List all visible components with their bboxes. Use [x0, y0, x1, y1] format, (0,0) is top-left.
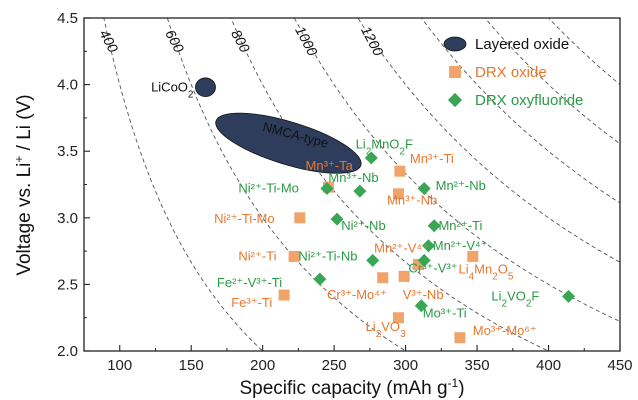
energy-density-line-1200	[357, 18, 620, 263]
legend-marker-drx-oxide	[449, 66, 461, 78]
y-axis-ticks: 2.0 2.5 3.0 3.5 4.0 4.5	[57, 10, 90, 360]
energy-density-line-800	[230, 18, 550, 351]
point-label: Cr³⁺-Mo⁴⁺	[327, 287, 387, 302]
point-label: Ni²⁺-Nb	[341, 218, 385, 233]
drx-oxyfluoride-point	[366, 253, 380, 267]
y-tick-label: 2.0	[57, 343, 78, 360]
plot-background	[84, 18, 620, 351]
licoo2-label: LiCoO2	[151, 79, 194, 100]
legend-label: DRX oxyfluoride	[475, 92, 583, 109]
energy-density-line-600	[166, 18, 407, 351]
drx-oxide-point	[398, 270, 410, 282]
x-tick-label: 150	[179, 357, 204, 374]
point-label: Li2VO2F	[491, 288, 539, 309]
point-label: Mn³⁺-Nb	[387, 192, 437, 207]
y-tick-label: 4.5	[57, 10, 78, 27]
legend: Layered oxide DRX oxide DRX oxyfluoride	[443, 36, 583, 109]
point-label: Mn³⁺-Nb	[328, 170, 378, 185]
layered-oxide-regions	[195, 77, 362, 174]
drx-oxyfluoride-point	[421, 239, 435, 253]
energy-density-line-1000	[293, 18, 620, 322]
point-label: Ni²⁺-Ti	[238, 248, 276, 263]
drx-oxyfluoride-point	[320, 181, 334, 196]
point-label: Fe³⁺-Ti	[231, 295, 272, 310]
point-label: Li2MnO2F	[356, 137, 413, 158]
point-label: Fe²⁺-V³⁺-Ti	[217, 275, 282, 290]
x-tick-label: 400	[536, 357, 561, 374]
legend-label: DRX oxide	[475, 64, 547, 81]
layered-region-1	[215, 112, 362, 174]
drx-oxyfluoride-point	[427, 219, 441, 233]
drx-oxyfluoride-point	[417, 253, 431, 267]
point-label: Mn²⁺-Nb	[436, 178, 486, 193]
drx-oxyfluoride-point	[330, 212, 344, 226]
energy-density-line-1400	[420, 18, 620, 204]
point-label: Ni²⁺-Ti-Nb	[298, 248, 357, 263]
y-axis-label: Voltage vs. Li+ / Li (V)	[12, 94, 35, 275]
point-label: Li4Mn2O5	[458, 262, 513, 283]
drx-oxyfluoride-point	[313, 272, 327, 286]
energy-density-lines	[103, 18, 620, 351]
point-label: Ni²⁺-Ti-Mo	[238, 180, 299, 195]
x-tick-label: 200	[250, 357, 275, 374]
legend-marker-layered	[443, 36, 467, 52]
drx-oxide-point	[377, 272, 389, 284]
drx-oxyfluoride-point	[353, 184, 367, 198]
y-tick-label: 2.5	[57, 276, 78, 293]
drx-oxide-point	[412, 258, 424, 270]
y-tick-label: 3.5	[57, 143, 78, 160]
x-axis-label: Specific capacity (mAh g-1)	[239, 376, 464, 399]
point-label: V³⁺-Nb	[403, 287, 444, 302]
drx-oxyfluoride-point	[417, 181, 431, 196]
drx-oxyfluoride-point	[364, 151, 378, 165]
y-tick-label: 4.0	[57, 77, 78, 94]
energy-density-line-400	[103, 18, 264, 351]
x-axis-ticks: 100 150 200 250 300 350 400 450	[107, 345, 633, 374]
point-label: Mn²⁺-V⁴⁺	[433, 238, 488, 253]
x-tick-label: 300	[393, 357, 418, 374]
data-markers	[278, 151, 576, 344]
point-label: Mn³⁺-Ta	[306, 158, 354, 173]
point-label: Li2VO3	[366, 319, 406, 340]
drx-oxyfluoride-point	[562, 289, 576, 303]
drx-oxide-point	[294, 212, 306, 224]
point-label: Mn³⁺-Ti	[410, 151, 454, 166]
drx-oxide-point	[394, 165, 406, 177]
x-tick-label: 350	[465, 357, 490, 374]
drx-oxide-point	[454, 332, 466, 344]
layered-region-0	[195, 77, 216, 97]
legend-marker-drx-oxyfluoride	[447, 92, 463, 108]
point-label: Cr³⁺-V³⁺	[408, 260, 457, 275]
drx-oxide-point	[392, 312, 404, 324]
drx-oxide-point	[392, 188, 404, 200]
drx-oxyfluoride-point	[414, 299, 428, 313]
x-tick-label: 450	[607, 357, 632, 374]
drx-oxide-point	[467, 250, 479, 262]
point-label: Mn²⁺-V⁴⁺	[374, 240, 429, 255]
x-tick-label: 250	[322, 357, 347, 374]
drx-oxide-point	[278, 289, 290, 301]
y-tick-label: 3.0	[57, 210, 78, 227]
point-label: Mn²⁺-Ti	[438, 218, 482, 233]
drx-oxide-point	[288, 250, 300, 262]
point-label: Mo³⁺-Ti	[423, 306, 467, 321]
point-label: Ni²⁺-Ti-Mo	[214, 211, 275, 226]
x-tick-label: 100	[107, 357, 132, 374]
point-label: Mo³⁺-Mo⁶⁺	[473, 323, 537, 338]
legend-label: Layered oxide	[475, 36, 569, 53]
